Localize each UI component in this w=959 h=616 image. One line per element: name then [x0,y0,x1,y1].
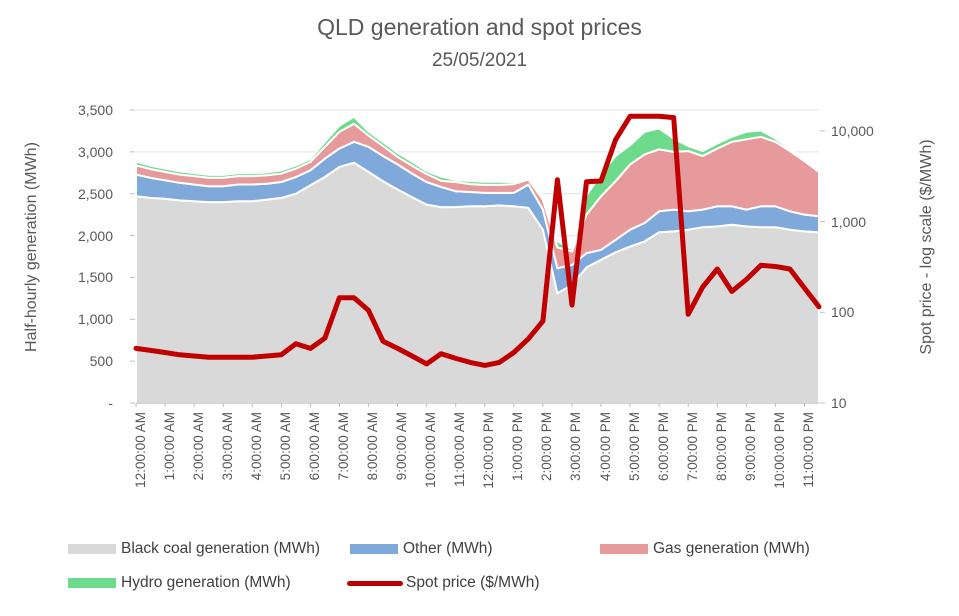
x-axis-tick-label: 4:00:00 PM [597,412,613,482]
right-axis-title: Spot price - log scale ($/MWh) [918,139,935,355]
area-band [135,115,820,253]
left-axis-tick-label: 1,500 [77,269,113,286]
left-axis-tick-label: 2,500 [77,185,113,202]
legend-label: Black coal generation (MWh) [121,540,320,557]
chart-title: QLD generation and spot prices [317,14,642,40]
right-axis-tick-label: 10 [831,395,847,411]
x-axis-tick-label: 9:00:00 PM [742,412,758,482]
legend-label: Spot price ($/MWh) [406,574,540,591]
left-axis-tick-label: 1,000 [77,311,113,328]
x-axis-tick-label: 6:00:00 AM [306,412,322,481]
x-axis-tick-label: 5:00:00 PM [626,412,642,482]
legend-swatch-area [350,544,398,554]
x-axis-tick-label: 7:00:00 PM [684,412,700,482]
legend-swatch-area [68,578,116,588]
x-axis-tick-label: 12:00:00 AM [132,412,148,488]
x-axis-tick-label: 2:00:00 AM [190,412,206,481]
left-axis-tick-label: 3,000 [77,143,113,160]
left-axis-tick-label: - [108,395,113,411]
x-axis-tick-label: 3:00:00 PM [568,412,584,482]
x-axis-tick-label: 6:00:00 PM [655,412,671,482]
x-axis-tick-label: 7:00:00 AM [335,412,351,481]
legend-label: Other (MWh) [403,540,493,557]
x-axis-tick-label: 3:00:00 AM [219,412,235,481]
x-axis-tick-label: 9:00:00 AM [394,412,410,481]
spot-price-line [133,113,822,368]
x-axis-tick-label: 1:00:00 AM [161,412,177,481]
x-axis-tick-label: 8:00:00 PM [713,412,729,482]
left-axis-title: Half-hourly generation (MWh) [23,142,40,352]
right-axis-tick-label: 10,000 [831,122,874,139]
x-axis-tick-label: 5:00:00 AM [277,412,293,481]
chart-subtitle: 25/05/2021 [431,50,528,71]
legend-swatch-area [68,544,116,554]
x-axis-tick-label: 10:00:00 AM [423,412,439,488]
x-axis-tick-label: 10:00:00 PM [771,412,787,489]
x-axis-tick-label: 2:00:00 PM [539,412,555,482]
x-axis-tick-label: 12:00:00 PM [481,412,497,489]
right-axis-tick-label: 1,000 [831,213,867,230]
legend-label: Hydro generation (MWh) [121,574,291,591]
left-axis-tick-label: 3,500 [77,102,113,118]
legend-swatch-area [600,544,648,554]
left-axis-tick-label: 2,000 [77,227,113,244]
x-axis-tick-label: 4:00:00 AM [248,412,264,481]
x-axis-tick-label: 1:00:00 PM [510,412,526,482]
x-axis-tick-label: 11:00:00 PM [800,412,816,488]
x-axis-tick-label: 8:00:00 AM [365,412,380,481]
legend-swatch-line [347,580,403,586]
right-axis-tick-label: 100 [831,304,855,321]
legend-label: Gas generation (MWh) [653,540,810,557]
left-axis-tick-label: 500 [89,353,113,370]
x-axis-tick-label: 11:00:00 AM [452,412,468,487]
